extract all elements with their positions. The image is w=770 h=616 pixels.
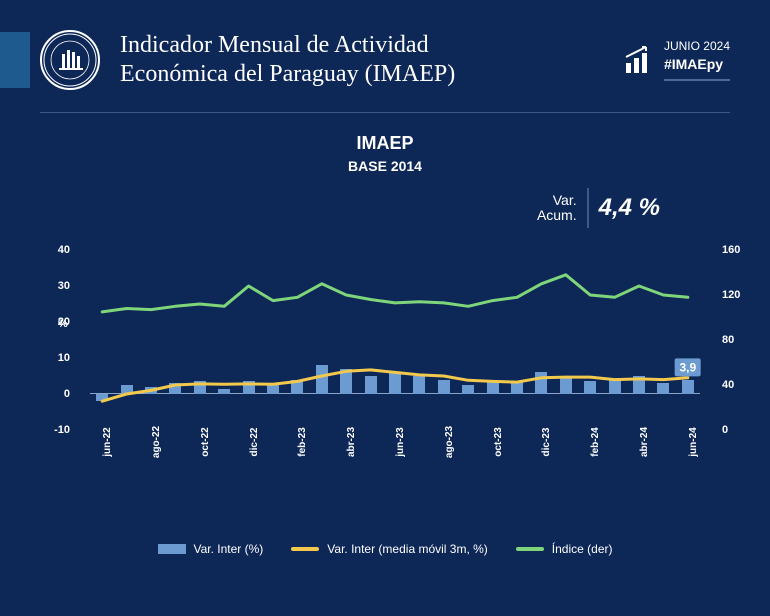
y-tick-left: 10 bbox=[58, 352, 70, 364]
header: Indicador Mensual de Actividad Económica… bbox=[0, 0, 770, 100]
y-tick-left: 20 bbox=[58, 316, 70, 328]
callout-value: 4,4 % bbox=[599, 194, 660, 222]
title-line-1: Indicador Mensual de Actividad bbox=[120, 31, 624, 60]
callout-divider bbox=[587, 188, 589, 228]
x-tick-label: jun-23 bbox=[395, 427, 406, 456]
header-meta: JUNIO 2024 #IMAEpy bbox=[664, 39, 730, 81]
legend-label: Var. Inter (%) bbox=[194, 542, 264, 556]
x-tick-label: feb-24 bbox=[590, 427, 601, 456]
legend-label: Índice (der) bbox=[552, 542, 613, 556]
bcp-logo bbox=[40, 30, 100, 90]
x-tick-label: jun-24 bbox=[688, 427, 699, 456]
y-tick-left: 30 bbox=[58, 280, 70, 292]
x-axis-labels: jun-22ago-22oct-22dic-22feb-23abr-23jun-… bbox=[90, 436, 700, 496]
x-tick-label: abr-23 bbox=[346, 427, 357, 457]
header-right: JUNIO 2024 #IMAEpy bbox=[624, 39, 730, 81]
x-tick-label: oct-23 bbox=[493, 427, 504, 456]
y-tick-left: 40 bbox=[58, 244, 70, 256]
last-value-badge: 3,9 bbox=[674, 358, 701, 376]
x-tick-label: feb-23 bbox=[297, 427, 308, 456]
legend: Var. Inter (%) Var. Inter (media móvil 3… bbox=[0, 542, 770, 556]
x-tick-label: jun-22 bbox=[102, 427, 113, 456]
y-tick-right: 80 bbox=[722, 334, 734, 346]
swatch-bar bbox=[158, 544, 186, 554]
legend-label: Var. Inter (media móvil 3m, %) bbox=[327, 542, 488, 556]
chart-area: 3,9 bbox=[90, 250, 700, 430]
x-tick-label: oct-22 bbox=[200, 427, 211, 456]
chart-title: IMAEP bbox=[0, 133, 770, 154]
chart-titles: IMAEP BASE 2014 bbox=[0, 133, 770, 174]
y-tick-right: 40 bbox=[722, 379, 734, 391]
swatch-line-green bbox=[516, 547, 544, 551]
x-tick-label: ago-23 bbox=[444, 426, 455, 458]
y-tick-left: 0 bbox=[64, 388, 70, 400]
x-tick-label: abr-24 bbox=[639, 427, 650, 457]
x-tick-label: dic-22 bbox=[249, 428, 260, 457]
line-series-svg bbox=[90, 250, 700, 430]
report-date: JUNIO 2024 bbox=[664, 39, 730, 55]
accent-bar bbox=[0, 32, 30, 88]
legend-item-green: Índice (der) bbox=[516, 542, 613, 556]
growth-chart-icon bbox=[624, 45, 654, 75]
title-line-2: Económica del Paraguay (IMAEP) bbox=[120, 60, 624, 89]
legend-item-bar: Var. Inter (%) bbox=[158, 542, 264, 556]
x-tick-label: dic-23 bbox=[541, 428, 552, 457]
chart-subtitle: BASE 2014 bbox=[0, 158, 770, 174]
header-divider bbox=[40, 112, 730, 113]
title-block: Indicador Mensual de Actividad Económica… bbox=[120, 31, 624, 89]
y-tick-right: 160 bbox=[722, 244, 740, 256]
y-tick-right: 0 bbox=[722, 424, 728, 436]
var-acum-callout: Var. Acum. 4,4 % bbox=[537, 188, 660, 228]
y-tick-right: 120 bbox=[722, 289, 740, 301]
y-tick-left: -10 bbox=[54, 424, 70, 436]
x-tick-label: ago-22 bbox=[151, 426, 162, 458]
bank-seal-icon bbox=[42, 32, 98, 88]
swatch-line-yellow bbox=[291, 547, 319, 551]
callout-label: Var. Acum. bbox=[537, 193, 577, 224]
hashtag: #IMAEpy bbox=[664, 55, 730, 73]
legend-item-yellow: Var. Inter (media móvil 3m, %) bbox=[291, 542, 488, 556]
